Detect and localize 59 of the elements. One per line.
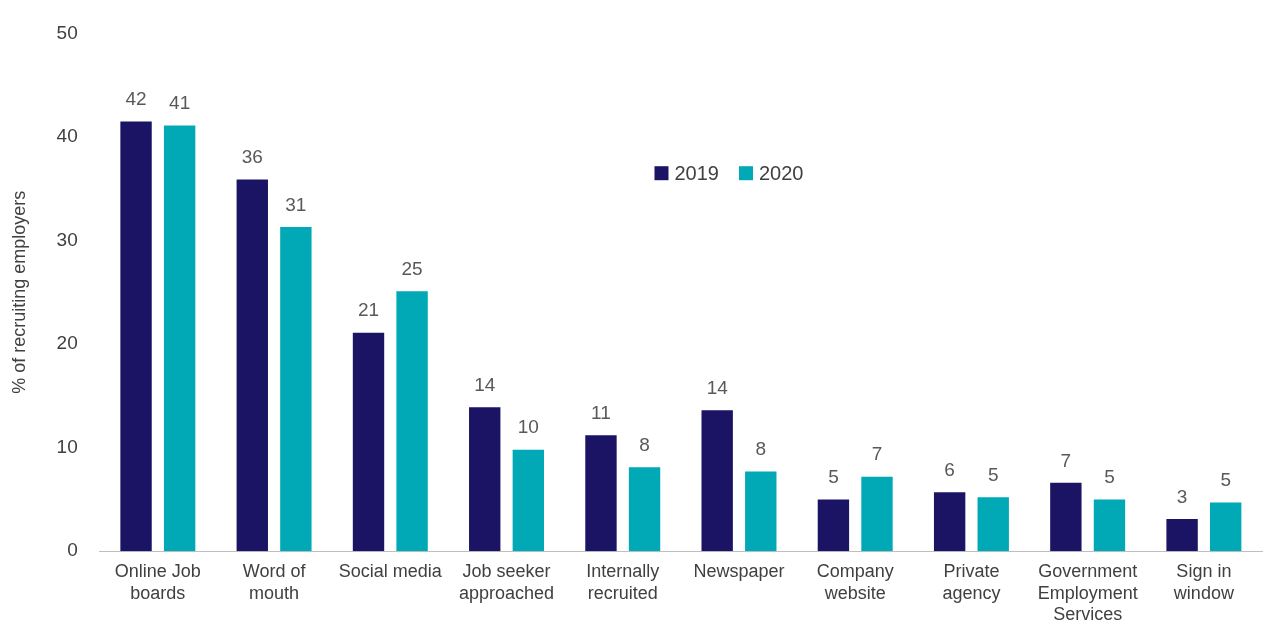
bar bbox=[977, 497, 1009, 552]
bar bbox=[396, 291, 428, 552]
legend-label: 2020 bbox=[758, 161, 804, 184]
x-tick-label: Company website bbox=[816, 560, 894, 603]
x-tick-label: Government Employment Services bbox=[1037, 560, 1138, 625]
bar bbox=[1209, 502, 1242, 552]
x-tick-label: Word of mouth bbox=[242, 560, 307, 603]
data-label: 42 bbox=[125, 88, 147, 110]
data-label: 6 bbox=[944, 458, 955, 480]
data-label: 21 bbox=[357, 299, 380, 321]
data-label: 8 bbox=[639, 434, 650, 456]
data-label: 11 bbox=[591, 401, 611, 423]
y-tick-label: 40 bbox=[56, 125, 78, 147]
y-tick-label: 30 bbox=[56, 228, 78, 250]
x-tick-label: Social media bbox=[338, 560, 443, 581]
data-label: 10 bbox=[517, 416, 539, 438]
data-label: 5 bbox=[1104, 466, 1115, 488]
data-label: 5 bbox=[987, 464, 999, 486]
bar bbox=[163, 125, 196, 552]
x-tick-label: Newspaper bbox=[693, 560, 785, 581]
bar bbox=[469, 407, 501, 552]
bar bbox=[1093, 499, 1126, 552]
x-tick-label: Internally recruited bbox=[586, 560, 660, 603]
data-label: 8 bbox=[755, 438, 767, 460]
data-label: 14 bbox=[474, 373, 496, 395]
x-tick-label: Private agency bbox=[942, 560, 1001, 603]
x-tick-label: Sign in window bbox=[1172, 560, 1235, 603]
data-label: 7 bbox=[1060, 449, 1072, 471]
bar bbox=[817, 499, 850, 552]
bar bbox=[933, 492, 966, 552]
data-label: 14 bbox=[706, 377, 729, 399]
bar bbox=[352, 332, 385, 552]
y-tick-label: 50 bbox=[56, 21, 78, 43]
bar bbox=[585, 435, 617, 552]
bar bbox=[861, 476, 893, 552]
bar bbox=[1166, 519, 1198, 552]
bar bbox=[701, 410, 733, 552]
x-tick-label: Online Job boards bbox=[114, 560, 201, 603]
y-tick-label: 10 bbox=[56, 435, 78, 457]
bar bbox=[280, 227, 312, 552]
bar bbox=[120, 121, 152, 552]
data-label: 41 bbox=[169, 92, 191, 114]
x-tick-label: Job seeker approached bbox=[458, 560, 555, 603]
data-label: 5 bbox=[1220, 469, 1231, 491]
data-label: 31 bbox=[285, 193, 307, 215]
data-label: 3 bbox=[1176, 485, 1188, 507]
bar bbox=[1050, 482, 1082, 552]
bar bbox=[745, 471, 777, 552]
legend-label: 2019 bbox=[674, 161, 719, 184]
data-label: 36 bbox=[241, 146, 263, 168]
bar bbox=[628, 467, 661, 552]
bar bbox=[512, 449, 545, 552]
bar bbox=[236, 179, 268, 552]
y-tick-label: 0 bbox=[67, 539, 78, 561]
y-tick-label: 20 bbox=[56, 332, 78, 354]
y-axis-title: % of recruiting employers bbox=[8, 190, 29, 394]
data-label: 25 bbox=[401, 258, 423, 279]
data-label: 5 bbox=[828, 466, 839, 488]
data-label: 7 bbox=[871, 443, 883, 465]
